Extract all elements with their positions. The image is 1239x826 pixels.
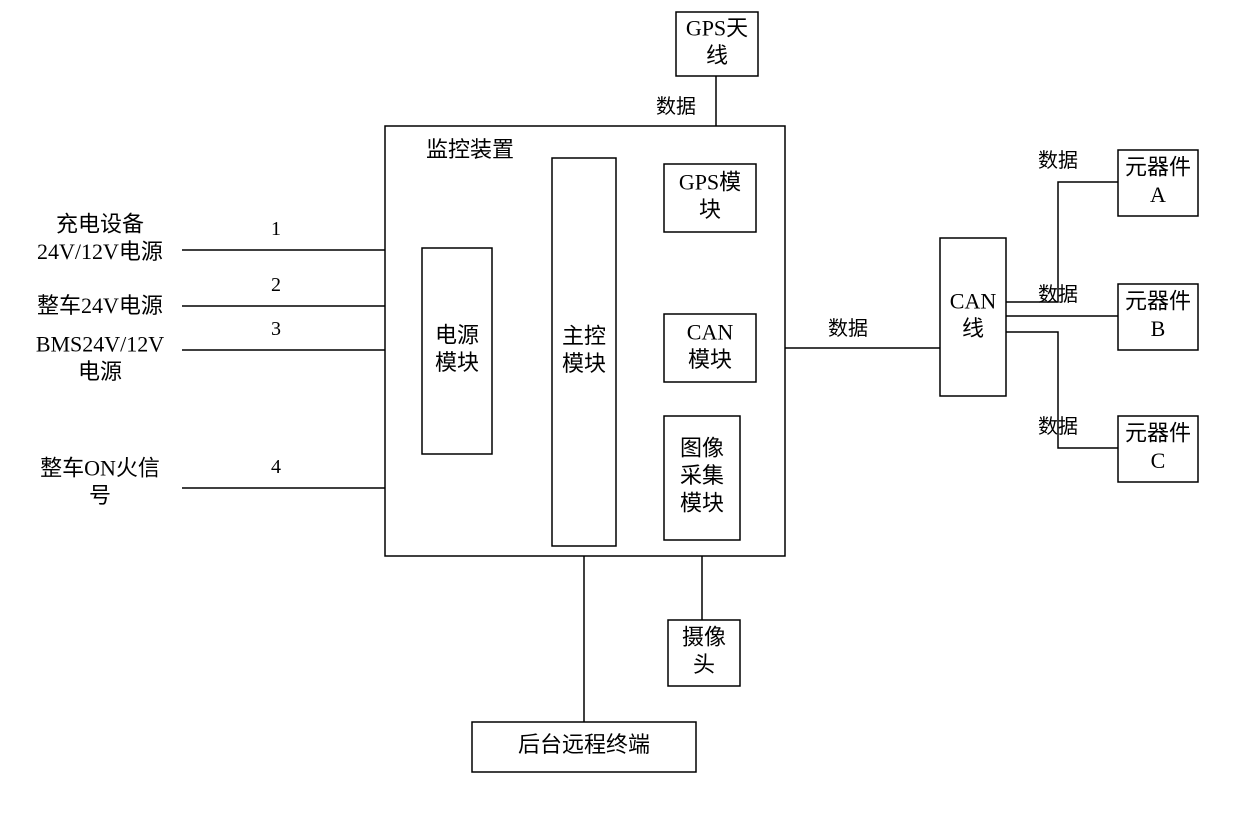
- gps-module-box-label: GPS模: [679, 169, 741, 194]
- comp-a-box-label: 元器件: [1125, 154, 1191, 179]
- image-module-box-label: 模块: [680, 491, 724, 516]
- image-module-box-label: 采集: [680, 463, 724, 488]
- gps-antenna-box-label: 线: [706, 43, 728, 68]
- gps-antenna-box-label: GPS天: [686, 15, 748, 40]
- camera-box-label: 头: [693, 652, 715, 677]
- comp-b-box-label: B: [1151, 316, 1166, 341]
- main-ctrl-box-label: 主控: [562, 323, 606, 348]
- input-label-4: 号: [89, 483, 111, 508]
- comp-b-box-label: 元器件: [1125, 288, 1191, 313]
- edge-label: 1: [271, 218, 281, 240]
- edge-label: 数据: [1038, 149, 1078, 172]
- can-module-box-label: CAN: [687, 319, 734, 344]
- edge-label: 4: [271, 456, 281, 478]
- comp-a-box-label: A: [1150, 182, 1166, 207]
- edge-label: 数据: [828, 317, 868, 340]
- remote-box-label: 后台远程终端: [518, 732, 650, 757]
- input-label-1: 充电设备: [56, 211, 144, 236]
- main-ctrl-box-label: 模块: [562, 351, 606, 376]
- monitor-frame-box-title: 监控装置: [426, 137, 514, 162]
- power-module-box-label: 模块: [435, 350, 479, 375]
- edge-label: 2: [271, 274, 281, 296]
- edge-label: 3: [271, 318, 281, 340]
- edge-label: 数据: [1038, 283, 1078, 306]
- input-label-3: BMS24V/12V: [36, 331, 164, 356]
- can-module-box-label: 模块: [688, 347, 732, 372]
- gps-module-box-label: 块: [699, 197, 721, 222]
- can-bus-box-label: CAN: [950, 288, 997, 313]
- input-label-1: 24V/12V电源: [37, 239, 163, 264]
- image-module-box-label: 图像: [680, 436, 724, 461]
- comp-c-box-label: 元器件: [1125, 420, 1191, 445]
- input-label-4: 整车ON火信: [40, 455, 160, 480]
- input-label-3: 电源: [78, 359, 122, 384]
- edge-label: 数据: [656, 95, 696, 118]
- power-module-box-label: 电源: [435, 322, 479, 347]
- input-label-2: 整车24V电源: [37, 293, 163, 318]
- can-bus-box-label: 线: [962, 316, 984, 341]
- comp-c-box-label: C: [1151, 448, 1166, 473]
- camera-box-label: 摄像: [682, 624, 726, 649]
- edge-label: 数据: [1038, 415, 1078, 438]
